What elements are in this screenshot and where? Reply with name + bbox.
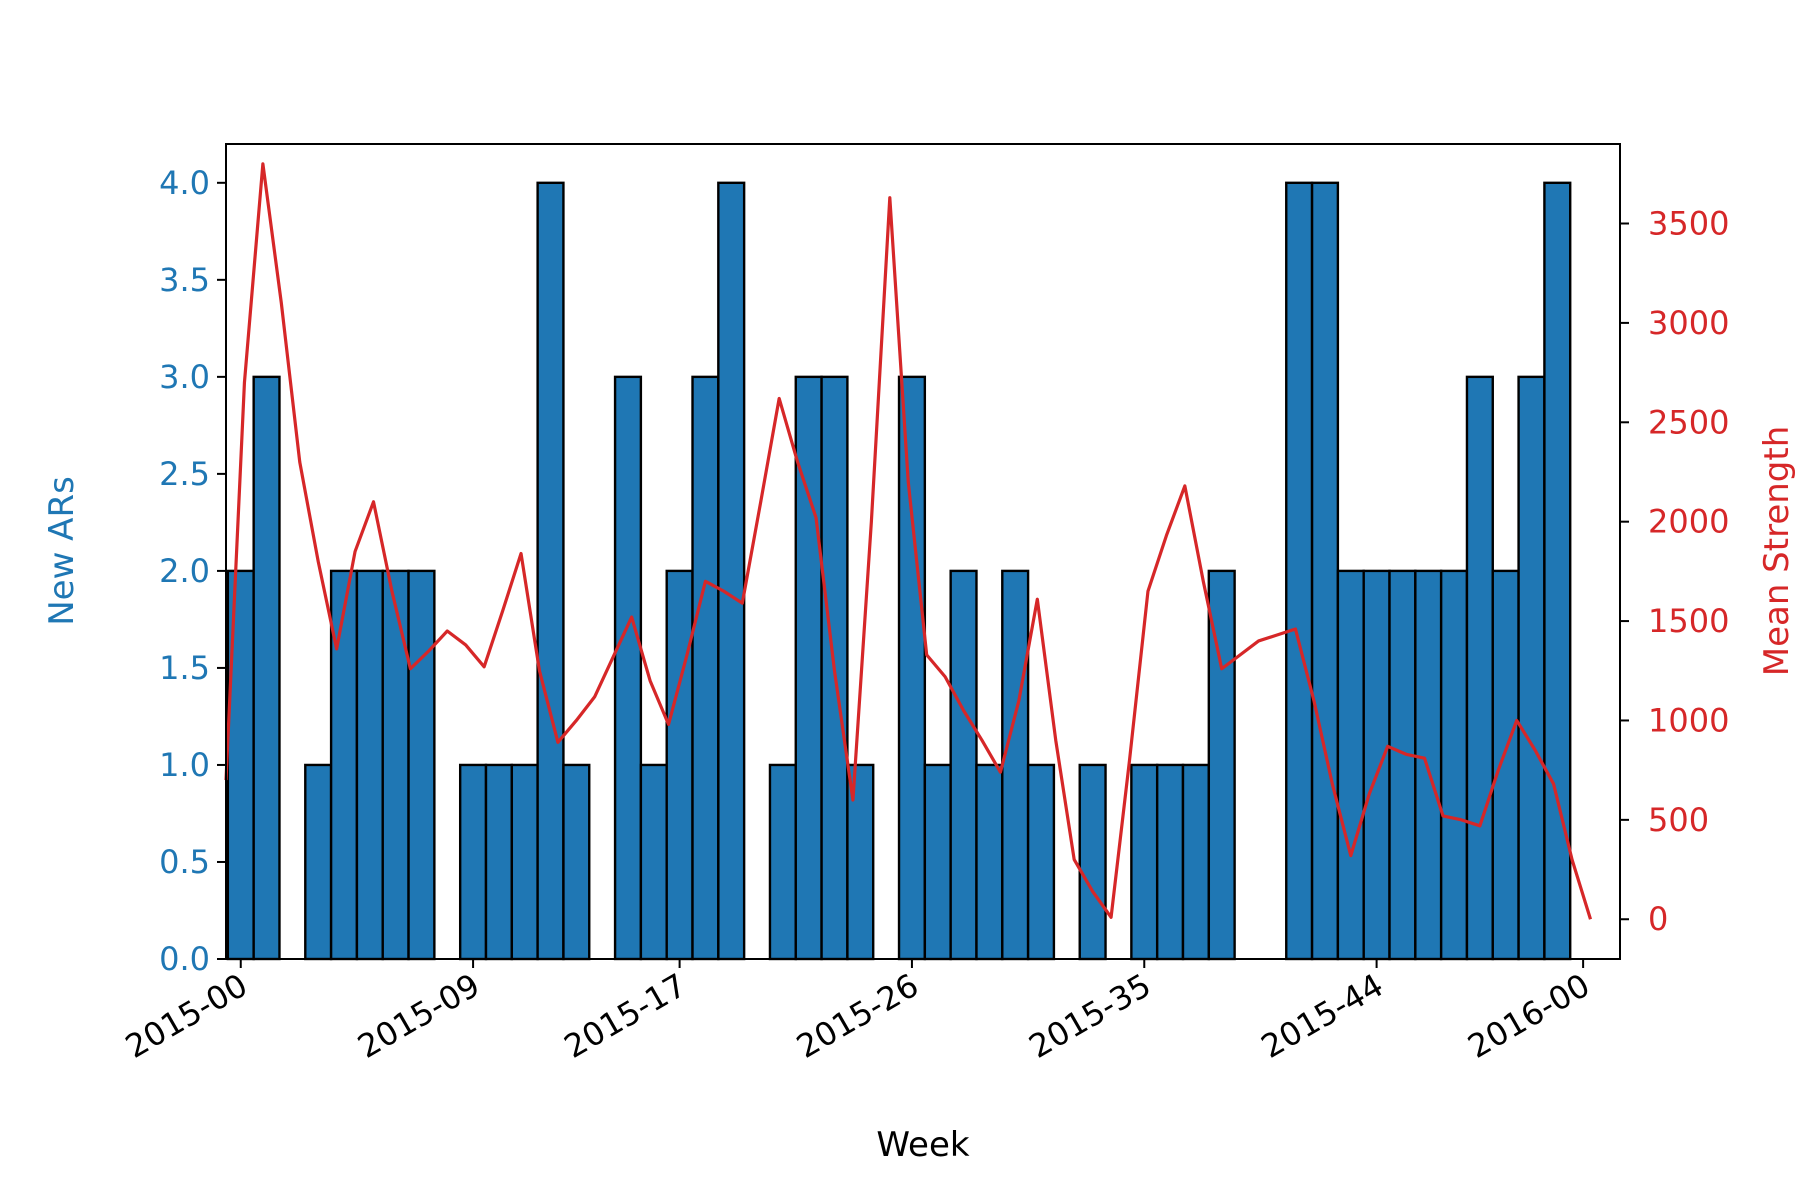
right-y-tick-label: 3500: [1648, 205, 1729, 243]
bar: [484, 763, 513, 961]
bar: [536, 181, 565, 961]
right-y-tick-label: 1000: [1648, 701, 1729, 739]
right-y-tick-label: 1500: [1648, 602, 1729, 640]
bar: [1155, 763, 1185, 961]
bar: [1001, 569, 1030, 961]
left-y-axis-label: New ARs: [42, 476, 82, 626]
bar: [613, 375, 643, 961]
bar: [949, 569, 978, 961]
left-y-tick-label: 4.0: [159, 164, 210, 202]
bar: [355, 569, 384, 961]
left-y-tick-label: 3.0: [159, 358, 210, 396]
left-y-tick-label: 2.0: [159, 552, 210, 590]
bar: [304, 763, 333, 961]
bar: [691, 375, 720, 961]
right-y-tick-label: 2000: [1648, 503, 1729, 541]
bar: [975, 763, 1004, 961]
right-y-tick-label: 500: [1648, 801, 1709, 839]
right-y-tick-label: 0: [1648, 900, 1668, 938]
bar: [458, 763, 488, 961]
plot-frame: [225, 143, 1621, 960]
bar: [768, 763, 797, 961]
bar: [381, 569, 410, 961]
bar: [1517, 375, 1546, 961]
bar: [923, 763, 952, 961]
left-y-tick-label: 3.5: [159, 261, 210, 299]
bar: [329, 569, 359, 961]
bar: [1285, 181, 1314, 961]
right-y-axis-label: Mean Strength: [1757, 426, 1797, 677]
right-y-tick-label: 2500: [1648, 403, 1729, 441]
bar: [407, 569, 436, 961]
bar: [1026, 763, 1056, 961]
bar: [665, 569, 694, 961]
bar-series-new-ars: [226, 181, 1572, 961]
bar: [1362, 569, 1391, 961]
bar: [1130, 763, 1159, 961]
x-axis-label: Week: [876, 1125, 969, 1165]
bar: [1439, 569, 1469, 961]
bar: [252, 375, 281, 961]
bar: [717, 181, 746, 961]
left-y-axis: 0.0 0.5 1.0 1.5 2.0 2.5 3.0 3.5 4.0: [159, 164, 226, 978]
bar: [510, 763, 539, 961]
bar: [1181, 763, 1210, 961]
left-y-tick-label: 0.0: [159, 940, 210, 978]
bar: [1336, 569, 1365, 961]
bar: [1465, 375, 1494, 961]
bar: [1078, 763, 1107, 961]
bar: [897, 375, 927, 961]
bar: [639, 763, 668, 961]
bar: [1491, 569, 1520, 961]
bar: [1310, 181, 1340, 961]
left-y-tick-label: 1.0: [159, 746, 210, 784]
line-series-mean-strength: [224, 162, 1593, 920]
bar: [1388, 569, 1417, 961]
left-y-tick-label: 2.5: [159, 455, 210, 493]
right-y-axis: 0 500 1000 1500 2000 2500 3000 3500: [1620, 205, 1729, 938]
bar: [562, 763, 591, 961]
right-y-tick-label: 3000: [1648, 304, 1729, 342]
left-y-tick-label: 1.5: [159, 649, 210, 687]
left-y-tick-label: 0.5: [159, 843, 210, 881]
